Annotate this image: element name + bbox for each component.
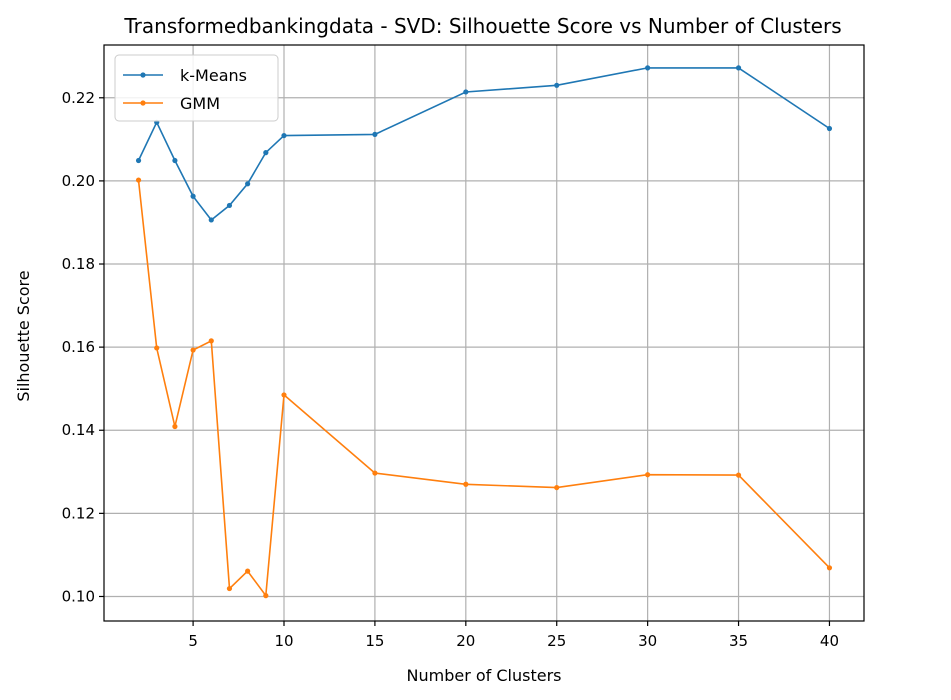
data-point-gmm	[135, 177, 142, 183]
x-tick-label: 25	[547, 632, 566, 650]
data-point-k-means	[554, 82, 560, 88]
y-tick-label: 0.22	[62, 89, 95, 107]
x-tick-label: 35	[729, 632, 748, 650]
legend: k-Means GMM	[114, 54, 279, 122]
data-point-gmm	[463, 481, 469, 487]
legend-label-k-means: k-Means	[180, 66, 247, 85]
plot-frame	[103, 44, 865, 622]
x-axis-label: Number of Clusters	[407, 666, 562, 685]
y-tick-label: 0.12	[62, 504, 95, 522]
y-tick-label: 0.20	[62, 172, 95, 190]
data-point-gmm	[826, 565, 833, 571]
series-k-means	[135, 65, 833, 223]
y-tick-label: 0.18	[62, 255, 95, 273]
x-tick-label: 30	[638, 632, 657, 650]
data-point-gmm	[281, 392, 287, 398]
y-axis: 0.10 0.12 0.14 0.16 0.18 0.20 0.22	[62, 89, 104, 605]
data-point-k-means	[172, 157, 178, 164]
data-point-gmm	[154, 345, 160, 351]
data-point-k-means	[263, 150, 269, 156]
data-point-gmm	[172, 423, 178, 430]
x-axis: 5 10 15 20 25 30 35 40	[188, 621, 839, 650]
data-point-k-means	[826, 125, 833, 132]
series-line-gmm	[137, 180, 831, 598]
x-tick-label: 20	[456, 632, 475, 650]
data-point-k-means	[463, 89, 469, 95]
data-point-k-means	[190, 193, 196, 199]
data-point-gmm	[226, 585, 233, 592]
data-point-gmm	[208, 338, 214, 344]
x-tick-label: 15	[365, 632, 384, 650]
data-point-gmm	[245, 568, 251, 574]
y-tick-label: 0.14	[62, 421, 95, 439]
chart-title: Transformedbankingdata - SVD: Silhouette…	[123, 14, 841, 38]
series-gmm	[135, 177, 833, 599]
data-point-k-means	[208, 217, 214, 223]
data-point-gmm	[554, 484, 560, 491]
data-point-k-means	[135, 157, 142, 164]
data-point-gmm	[263, 593, 269, 599]
data-point-gmm	[190, 347, 196, 353]
gridlines	[104, 45, 864, 621]
data-point-gmm	[735, 472, 742, 478]
data-point-k-means	[735, 65, 742, 71]
x-tick-label: 5	[188, 632, 198, 650]
x-tick-label: 40	[820, 632, 839, 650]
data-point-k-means	[281, 132, 287, 139]
data-point-k-means	[645, 65, 651, 71]
series-layer	[135, 65, 833, 599]
legend-box	[114, 54, 279, 122]
data-point-gmm	[372, 470, 378, 476]
y-axis-label: Silhouette Score	[14, 270, 33, 401]
legend-label-gmm: GMM	[180, 94, 220, 113]
legend-marker-gmm	[140, 100, 146, 106]
y-tick-label: 0.16	[62, 338, 95, 356]
data-point-k-means	[226, 202, 233, 209]
data-point-gmm	[645, 472, 651, 478]
data-point-k-means	[245, 181, 251, 187]
data-point-k-means	[372, 131, 378, 137]
legend-marker-k-means	[140, 72, 146, 78]
x-tick-label: 10	[274, 632, 293, 650]
y-tick-label: 0.10	[62, 587, 95, 605]
